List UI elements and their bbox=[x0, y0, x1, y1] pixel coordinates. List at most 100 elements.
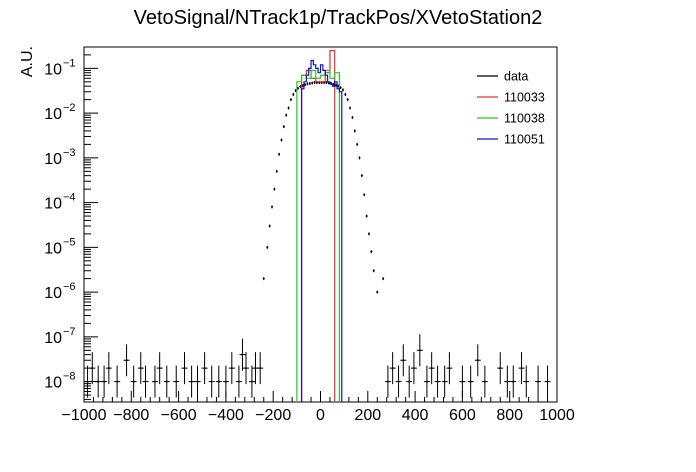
data-point bbox=[103, 380, 106, 383]
x-tick-label: 1000 bbox=[539, 407, 575, 424]
data-point bbox=[425, 380, 428, 383]
data-point bbox=[372, 269, 375, 272]
data-point bbox=[418, 349, 421, 352]
y-tick-exponent: −8 bbox=[63, 371, 76, 383]
data-point bbox=[469, 380, 472, 383]
data-point bbox=[132, 380, 135, 383]
data-point bbox=[139, 367, 142, 370]
series-step-110051 bbox=[300, 59, 343, 402]
series-layer bbox=[84, 49, 551, 402]
data-point bbox=[210, 380, 213, 383]
data-point bbox=[280, 139, 283, 142]
series-step-110033 bbox=[300, 49, 336, 402]
x-tick-label: −600 bbox=[161, 407, 197, 424]
data-point bbox=[363, 193, 366, 196]
y-tick-label: 10 bbox=[44, 106, 62, 123]
y-tick-exponent: −6 bbox=[63, 281, 76, 293]
data-point bbox=[506, 380, 509, 383]
data-point bbox=[325, 81, 328, 84]
data-point bbox=[512, 380, 515, 383]
data-point bbox=[245, 367, 248, 370]
data-point bbox=[196, 380, 199, 383]
data-point bbox=[349, 107, 352, 110]
data-point bbox=[382, 277, 385, 280]
data-point bbox=[546, 380, 549, 383]
data-point bbox=[304, 83, 307, 86]
data-point bbox=[217, 380, 220, 383]
data-point bbox=[292, 93, 295, 96]
data-point bbox=[285, 114, 288, 117]
data-point bbox=[259, 367, 262, 370]
data-point bbox=[499, 367, 502, 370]
data-point bbox=[358, 156, 361, 159]
data-point bbox=[520, 367, 523, 370]
legend: data 110033 110038 110051 bbox=[477, 70, 545, 147]
data-point bbox=[334, 84, 337, 87]
y-tick-label: 10 bbox=[44, 61, 62, 78]
y-tick-exponent: −5 bbox=[63, 236, 76, 248]
y-tick-label: 10 bbox=[44, 375, 62, 392]
y-tick-exponent: −1 bbox=[63, 57, 76, 69]
data-point bbox=[360, 174, 363, 177]
data-point bbox=[271, 205, 274, 208]
series-step-110038 bbox=[296, 69, 341, 402]
data-point bbox=[203, 367, 206, 370]
data-point bbox=[289, 98, 292, 101]
data-point bbox=[86, 380, 89, 383]
data-point bbox=[275, 170, 278, 173]
data-point bbox=[301, 84, 304, 87]
x-axis: −1000 −800 −600 −400 −200 0 200 400 600 800 1000 bbox=[62, 391, 575, 424]
legend-label: 110038 bbox=[504, 112, 545, 126]
data-point bbox=[294, 89, 297, 92]
y-tick-exponent: −4 bbox=[63, 192, 76, 204]
y-tick-label: 10 bbox=[44, 240, 62, 257]
legend-label: data bbox=[504, 70, 528, 84]
data-point bbox=[91, 367, 94, 370]
data-point bbox=[461, 380, 464, 383]
y-tick-label: 10 bbox=[44, 285, 62, 302]
y-tick-exponent: −3 bbox=[63, 147, 76, 159]
y-tick-exponent: −7 bbox=[63, 326, 76, 338]
y-tick-label: 10 bbox=[44, 196, 62, 213]
data-point bbox=[266, 246, 269, 249]
data-point bbox=[306, 82, 309, 85]
data-point bbox=[327, 82, 330, 85]
data-point bbox=[397, 380, 400, 383]
data-point bbox=[344, 93, 347, 96]
data-point bbox=[341, 88, 344, 91]
data-point bbox=[436, 380, 439, 383]
data-point bbox=[254, 367, 257, 370]
x-tick-label: −1000 bbox=[62, 407, 107, 424]
data-point bbox=[278, 153, 281, 156]
data-point bbox=[430, 367, 433, 370]
y-tick-label: 10 bbox=[44, 151, 62, 168]
x-tick-label: 200 bbox=[354, 407, 381, 424]
data-point bbox=[116, 380, 119, 383]
data-point bbox=[308, 82, 311, 85]
data-point bbox=[448, 367, 451, 370]
data-point bbox=[402, 359, 405, 362]
data-point bbox=[408, 380, 411, 383]
x-tick-label: −800 bbox=[113, 407, 149, 424]
data-point bbox=[107, 367, 110, 370]
data-point bbox=[311, 82, 314, 85]
data-point bbox=[313, 81, 316, 84]
data-point bbox=[190, 380, 193, 383]
x-tick-label: 800 bbox=[496, 407, 523, 424]
data-point bbox=[224, 380, 227, 383]
chart-title: VetoSignal/NTrack1p/TrackPos/XVetoStatio… bbox=[134, 7, 543, 29]
data-point bbox=[144, 380, 147, 383]
data-point bbox=[346, 98, 349, 101]
data-point bbox=[332, 83, 335, 86]
data-point bbox=[237, 380, 240, 383]
data-point bbox=[230, 367, 233, 370]
data-point bbox=[125, 359, 128, 362]
data-point bbox=[262, 277, 265, 280]
data-point bbox=[282, 125, 285, 128]
x-tick-label: −400 bbox=[208, 407, 244, 424]
data-point bbox=[367, 232, 370, 235]
data-point bbox=[525, 380, 528, 383]
data-point bbox=[476, 359, 479, 362]
plot-frame bbox=[83, 46, 558, 403]
